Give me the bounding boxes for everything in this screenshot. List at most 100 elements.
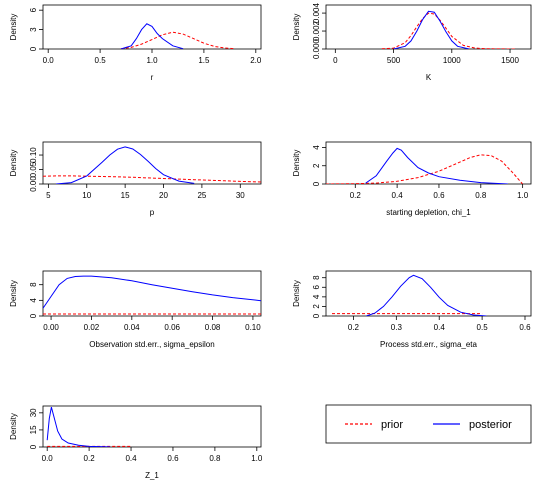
x-tick-label: 0: [333, 56, 338, 65]
x-tick-label: 0.8: [475, 191, 487, 200]
posterior-density-line: [55, 146, 195, 184]
y-axis-title: Density: [292, 150, 301, 177]
prior-density-line: [326, 154, 523, 184]
x-tick-label: 1.0: [517, 191, 529, 200]
x-tick-label: 0.00: [43, 323, 59, 332]
y-tick-label: 0.10: [29, 147, 38, 163]
x-tick-label: 0.04: [124, 323, 140, 332]
x-tick-label: 0.6: [167, 454, 179, 463]
x-tick-label: 0.6: [433, 191, 445, 200]
prior-density-line: [43, 175, 261, 183]
x-axis-title: starting depletion, chi_1: [386, 208, 471, 217]
x-tick-label: 2.0: [250, 56, 262, 65]
x-tick-label: 30: [236, 191, 245, 200]
y-tick-label: 0: [29, 46, 38, 51]
posterior-density-line: [393, 10, 470, 49]
x-tick-label: 0.2: [348, 323, 360, 332]
posterior-density-line: [366, 274, 487, 316]
density-panel-6: 0.2 0.3 0.4 0.5 0.6 0 2 4 6 8 Process std.err., si…: [292, 270, 532, 349]
density-panel-5: 0.00 0.02 0.04 0.06 0.08 0.10 0 4 8 Observation s…: [9, 270, 262, 349]
y-tick-label: 8: [29, 282, 38, 287]
posterior-density-line: [365, 147, 509, 184]
x-axis-title: Observation std.err., sigma_epsilon: [89, 340, 214, 349]
y-tick-label: 2: [312, 163, 321, 168]
y-tick-label: 0: [312, 313, 321, 318]
y-tick-label: 0: [29, 444, 38, 449]
x-tick-label: 0.08: [205, 323, 221, 332]
x-tick-label: 0.2: [84, 454, 96, 463]
posterior-density-line: [46, 406, 111, 447]
y-axis-title: Density: [9, 150, 18, 177]
x-tick-label: 0.8: [209, 454, 221, 463]
x-tick-label: 0.5: [95, 56, 107, 65]
y-tick-label: 2: [312, 304, 321, 309]
y-tick-label: 0: [29, 313, 38, 318]
posterior-density-line: [120, 23, 184, 49]
x-tick-label: 1.0: [251, 454, 263, 463]
x-tick-label: 1500: [501, 56, 519, 65]
y-axis-title: Density: [9, 413, 18, 440]
density-panel-7: 0.0 0.2 0.4 0.6 0.8 1.0 0 15 30 Z_1 Density: [9, 405, 263, 480]
y-tick-label: 15: [29, 425, 38, 434]
plot-frame: [42, 141, 262, 185]
plot-frame: [325, 4, 532, 50]
y-tick-label: 4: [312, 145, 321, 150]
x-tick-label: 0.4: [434, 323, 446, 332]
x-tick-label: 0.0: [43, 56, 55, 65]
x-tick-label: 25: [197, 191, 206, 200]
legend: prior posterior: [325, 404, 532, 444]
x-tick-label: 0.2: [350, 191, 362, 200]
x-tick-label: 1.0: [146, 56, 158, 65]
x-axis-title: Process std.err., sigma_eta: [380, 340, 477, 349]
x-axis-title: K: [426, 73, 432, 82]
posterior-density-line: [43, 275, 261, 309]
y-axis-title: Density: [9, 14, 18, 41]
y-tick-label: 0: [312, 181, 321, 186]
y-axis-title: Density: [292, 14, 301, 41]
x-tick-label: 1000: [443, 56, 461, 65]
y-tick-label: 6: [29, 7, 38, 12]
x-tick-label: 5: [46, 191, 51, 200]
x-tick-label: 1.5: [198, 56, 210, 65]
y-tick-label: 0.004: [312, 3, 321, 24]
y-tick-label: 8: [312, 275, 321, 280]
x-tick-label: 0.3: [391, 323, 403, 332]
legend-prior-label: prior: [381, 419, 403, 431]
x-axis-title: Z_1: [145, 471, 159, 480]
plot-frame: [42, 405, 262, 448]
x-tick-label: 0.5: [477, 323, 489, 332]
density-panel-1: 0.0 0.5 1.0 1.5 2.0 0 3 6 r Density: [9, 4, 262, 82]
x-tick-label: 0.0: [42, 454, 54, 463]
plot-frame: [325, 141, 532, 185]
legend-posterior-label: posterior: [469, 419, 512, 431]
x-tick-label: 0.06: [164, 323, 180, 332]
legend-box: [325, 404, 532, 444]
y-tick-label: 30: [29, 408, 38, 417]
x-tick-label: 0.4: [392, 191, 404, 200]
y-tick-label: 6: [312, 285, 321, 290]
y-axis-title: Density: [9, 280, 18, 307]
plot-frame: [42, 270, 262, 317]
density-panel-4: 0.2 0.4 0.6 0.8 1.0 0 2 4 starting depletion, ch…: [292, 141, 532, 217]
x-tick-label: 20: [159, 191, 168, 200]
x-axis-title: r: [151, 73, 154, 82]
y-tick-label: 0.000: [312, 38, 321, 59]
y-tick-label: 0.00: [29, 176, 38, 192]
x-tick-label: 0.6: [519, 323, 531, 332]
x-tick-label: 15: [121, 191, 130, 200]
y-tick-label: 4: [29, 298, 38, 303]
x-axis-title: p: [150, 208, 155, 217]
x-tick-label: 0.4: [125, 454, 137, 463]
x-tick-label: 10: [82, 191, 91, 200]
prior-density-line: [120, 31, 236, 49]
x-tick-label: 0.02: [84, 323, 100, 332]
prior-density-line: [381, 12, 516, 49]
x-tick-label: 500: [387, 56, 401, 65]
y-tick-label: 3: [29, 27, 38, 32]
y-axis-title: Density: [292, 280, 301, 307]
y-tick-label: 0.05: [29, 161, 38, 177]
y-tick-label: 0.002: [312, 20, 321, 41]
y-tick-label: 4: [312, 294, 321, 299]
